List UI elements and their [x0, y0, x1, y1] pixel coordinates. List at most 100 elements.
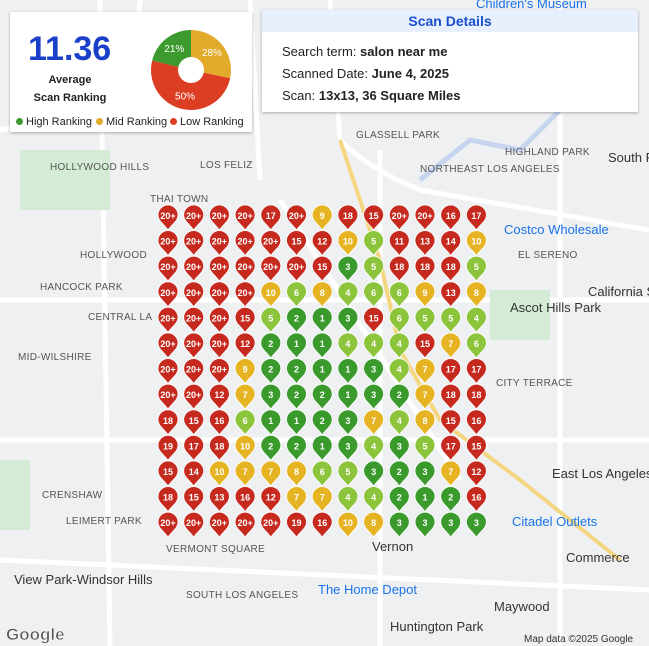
pin-shape: [388, 409, 410, 436]
rank-pin: 8: [465, 281, 487, 308]
rank-pin: 20+: [157, 307, 179, 334]
pin-shape: [208, 230, 230, 257]
pin-shape: [183, 460, 205, 487]
rank-label: 5: [371, 262, 376, 272]
pin-shape: [260, 230, 282, 257]
rank-label: 10: [240, 441, 250, 451]
rank-label: 5: [422, 441, 427, 451]
rank-label: 20+: [237, 262, 252, 272]
rank-label: 17: [446, 365, 456, 375]
legend-dot: [170, 118, 177, 125]
map-label: Costco Wholesale: [504, 222, 609, 237]
rank-pin: 20+: [208, 358, 230, 385]
map-label: NORTHEAST LOS ANGELES: [420, 164, 560, 175]
pin-shape: [440, 511, 462, 538]
rank-label: 16: [471, 493, 481, 503]
rank-pin: 18: [337, 204, 359, 231]
rank-pin: 3: [337, 255, 359, 282]
rank-pin: 15: [363, 307, 385, 334]
pin-shape: [440, 358, 462, 385]
pin-shape: [260, 511, 282, 538]
pin-shape: [286, 511, 307, 538]
rank-label: 4: [371, 441, 376, 451]
rank-pin: 12: [234, 332, 256, 359]
rank-pin: 7: [363, 409, 385, 436]
map-label: Ascot Hills Park: [510, 300, 602, 315]
rank-label: 20+: [212, 365, 227, 375]
pie-hole: [178, 57, 204, 83]
detail-row: Search term: salon near me: [282, 44, 638, 59]
rank-label: 1: [320, 365, 325, 375]
rank-label: 1: [345, 365, 350, 375]
rank-label: 2: [268, 441, 273, 451]
pin-shape: [286, 435, 307, 462]
rank-label: 18: [214, 441, 224, 451]
rank-pin: 20+: [208, 307, 230, 334]
rank-label: 9: [243, 365, 248, 375]
rank-pin: 6: [311, 460, 333, 487]
detail-key: Search term:: [282, 44, 361, 59]
rank-pin: 7: [311, 486, 333, 513]
attribution: Map data ©2025 Google: [524, 634, 634, 645]
pin-shape: [183, 281, 205, 308]
rank-label: 11: [395, 237, 405, 247]
legend-item: Low Ranking: [170, 116, 244, 128]
rank-pin: 4: [337, 281, 359, 308]
pin-shape: [337, 307, 359, 334]
pin-shape: [157, 435, 179, 462]
pin-shape: [414, 204, 436, 231]
rank-pin: 10: [208, 460, 230, 487]
rank-pin: 2: [286, 307, 307, 334]
pin-shape: [260, 204, 282, 231]
rank-pin: 6: [388, 281, 410, 308]
rank-label: 20+: [237, 288, 252, 298]
detail-value: 13x13, 36 Square Miles: [318, 88, 461, 103]
legend-dot: [96, 118, 103, 125]
rank-label: 18: [420, 262, 430, 272]
rank-label: 20+: [160, 365, 175, 375]
rank-label: 6: [320, 467, 325, 477]
pin-shape: [183, 204, 205, 231]
detail-key: Scanned Date:: [282, 66, 372, 81]
pin-shape: [286, 255, 307, 282]
pin-shape: [260, 358, 282, 385]
pin-shape: [157, 358, 179, 385]
pin-shape: [337, 358, 359, 385]
map-label: VERMONT SQUARE: [166, 544, 265, 555]
rank-label: 20+: [160, 339, 175, 349]
pin-shape: [388, 230, 410, 257]
rank-label: 3: [397, 441, 402, 451]
pin-shape: [311, 511, 333, 538]
rank-pin: 16: [440, 204, 462, 231]
rank-pin: 4: [363, 332, 385, 359]
pin-shape: [414, 511, 436, 538]
legend-item: High Ranking: [16, 116, 92, 128]
rank-pin: 20+: [260, 230, 282, 257]
pie-slice: [151, 60, 231, 110]
pin-shape: [337, 435, 359, 462]
rank-label: 4: [474, 313, 479, 323]
map-label: EL SERENO: [518, 250, 578, 261]
rank-pin: 6: [363, 281, 385, 308]
map-label: Citadel Outlets: [512, 514, 598, 529]
map-label: HIGHLAND PARK: [505, 147, 590, 158]
pin-shape: [337, 511, 359, 538]
rank-pin: 8: [286, 460, 307, 487]
rank-label: 1: [320, 339, 325, 349]
pin-shape: [337, 204, 359, 231]
rank-pin: 2: [311, 383, 333, 410]
rank-pin: 13: [208, 486, 230, 513]
rank-label: 15: [471, 441, 481, 451]
legend-text: Low Ranking: [180, 116, 244, 128]
rank-pin: 1: [311, 332, 333, 359]
rank-label: 20+: [263, 518, 278, 528]
rank-label: 8: [371, 518, 376, 528]
rank-label: 7: [371, 416, 376, 426]
pin-shape: [234, 486, 256, 513]
rank-pin: 4: [337, 486, 359, 513]
pin-shape: [465, 486, 487, 513]
pin-shape: [465, 255, 487, 282]
rank-pin: 18: [157, 409, 179, 436]
pin-shape: [183, 230, 205, 257]
